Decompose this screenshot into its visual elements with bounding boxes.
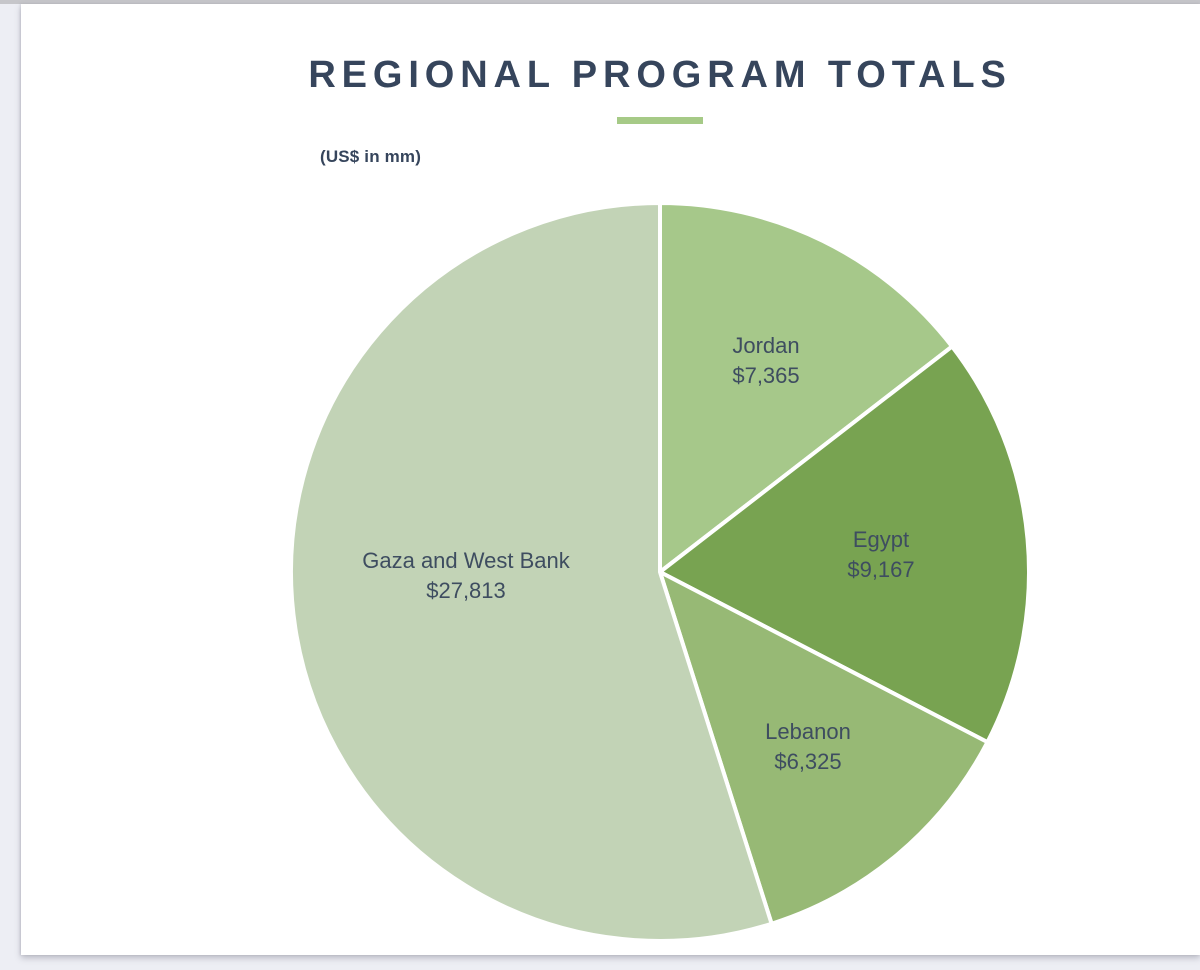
report-card: REGIONAL PROGRAM TOTALS (US$ in mm) Jord… — [21, 4, 1200, 955]
pie-slice-egypt — [658, 344, 1031, 745]
pie-slice-gaza-and-west-bank — [289, 201, 774, 943]
page-title: REGIONAL PROGRAM TOTALS — [308, 54, 1012, 96]
pie-slice-jordan — [658, 201, 955, 574]
chart-units-subtitle: (US$ in mm) — [320, 147, 422, 166]
title-divider-bar — [617, 117, 703, 124]
pie-slice-lebanon — [658, 570, 990, 926]
pie-chart-area — [288, 200, 1032, 944]
pie-chart — [289, 201, 1031, 943]
window-top-border — [0, 0, 1200, 4]
